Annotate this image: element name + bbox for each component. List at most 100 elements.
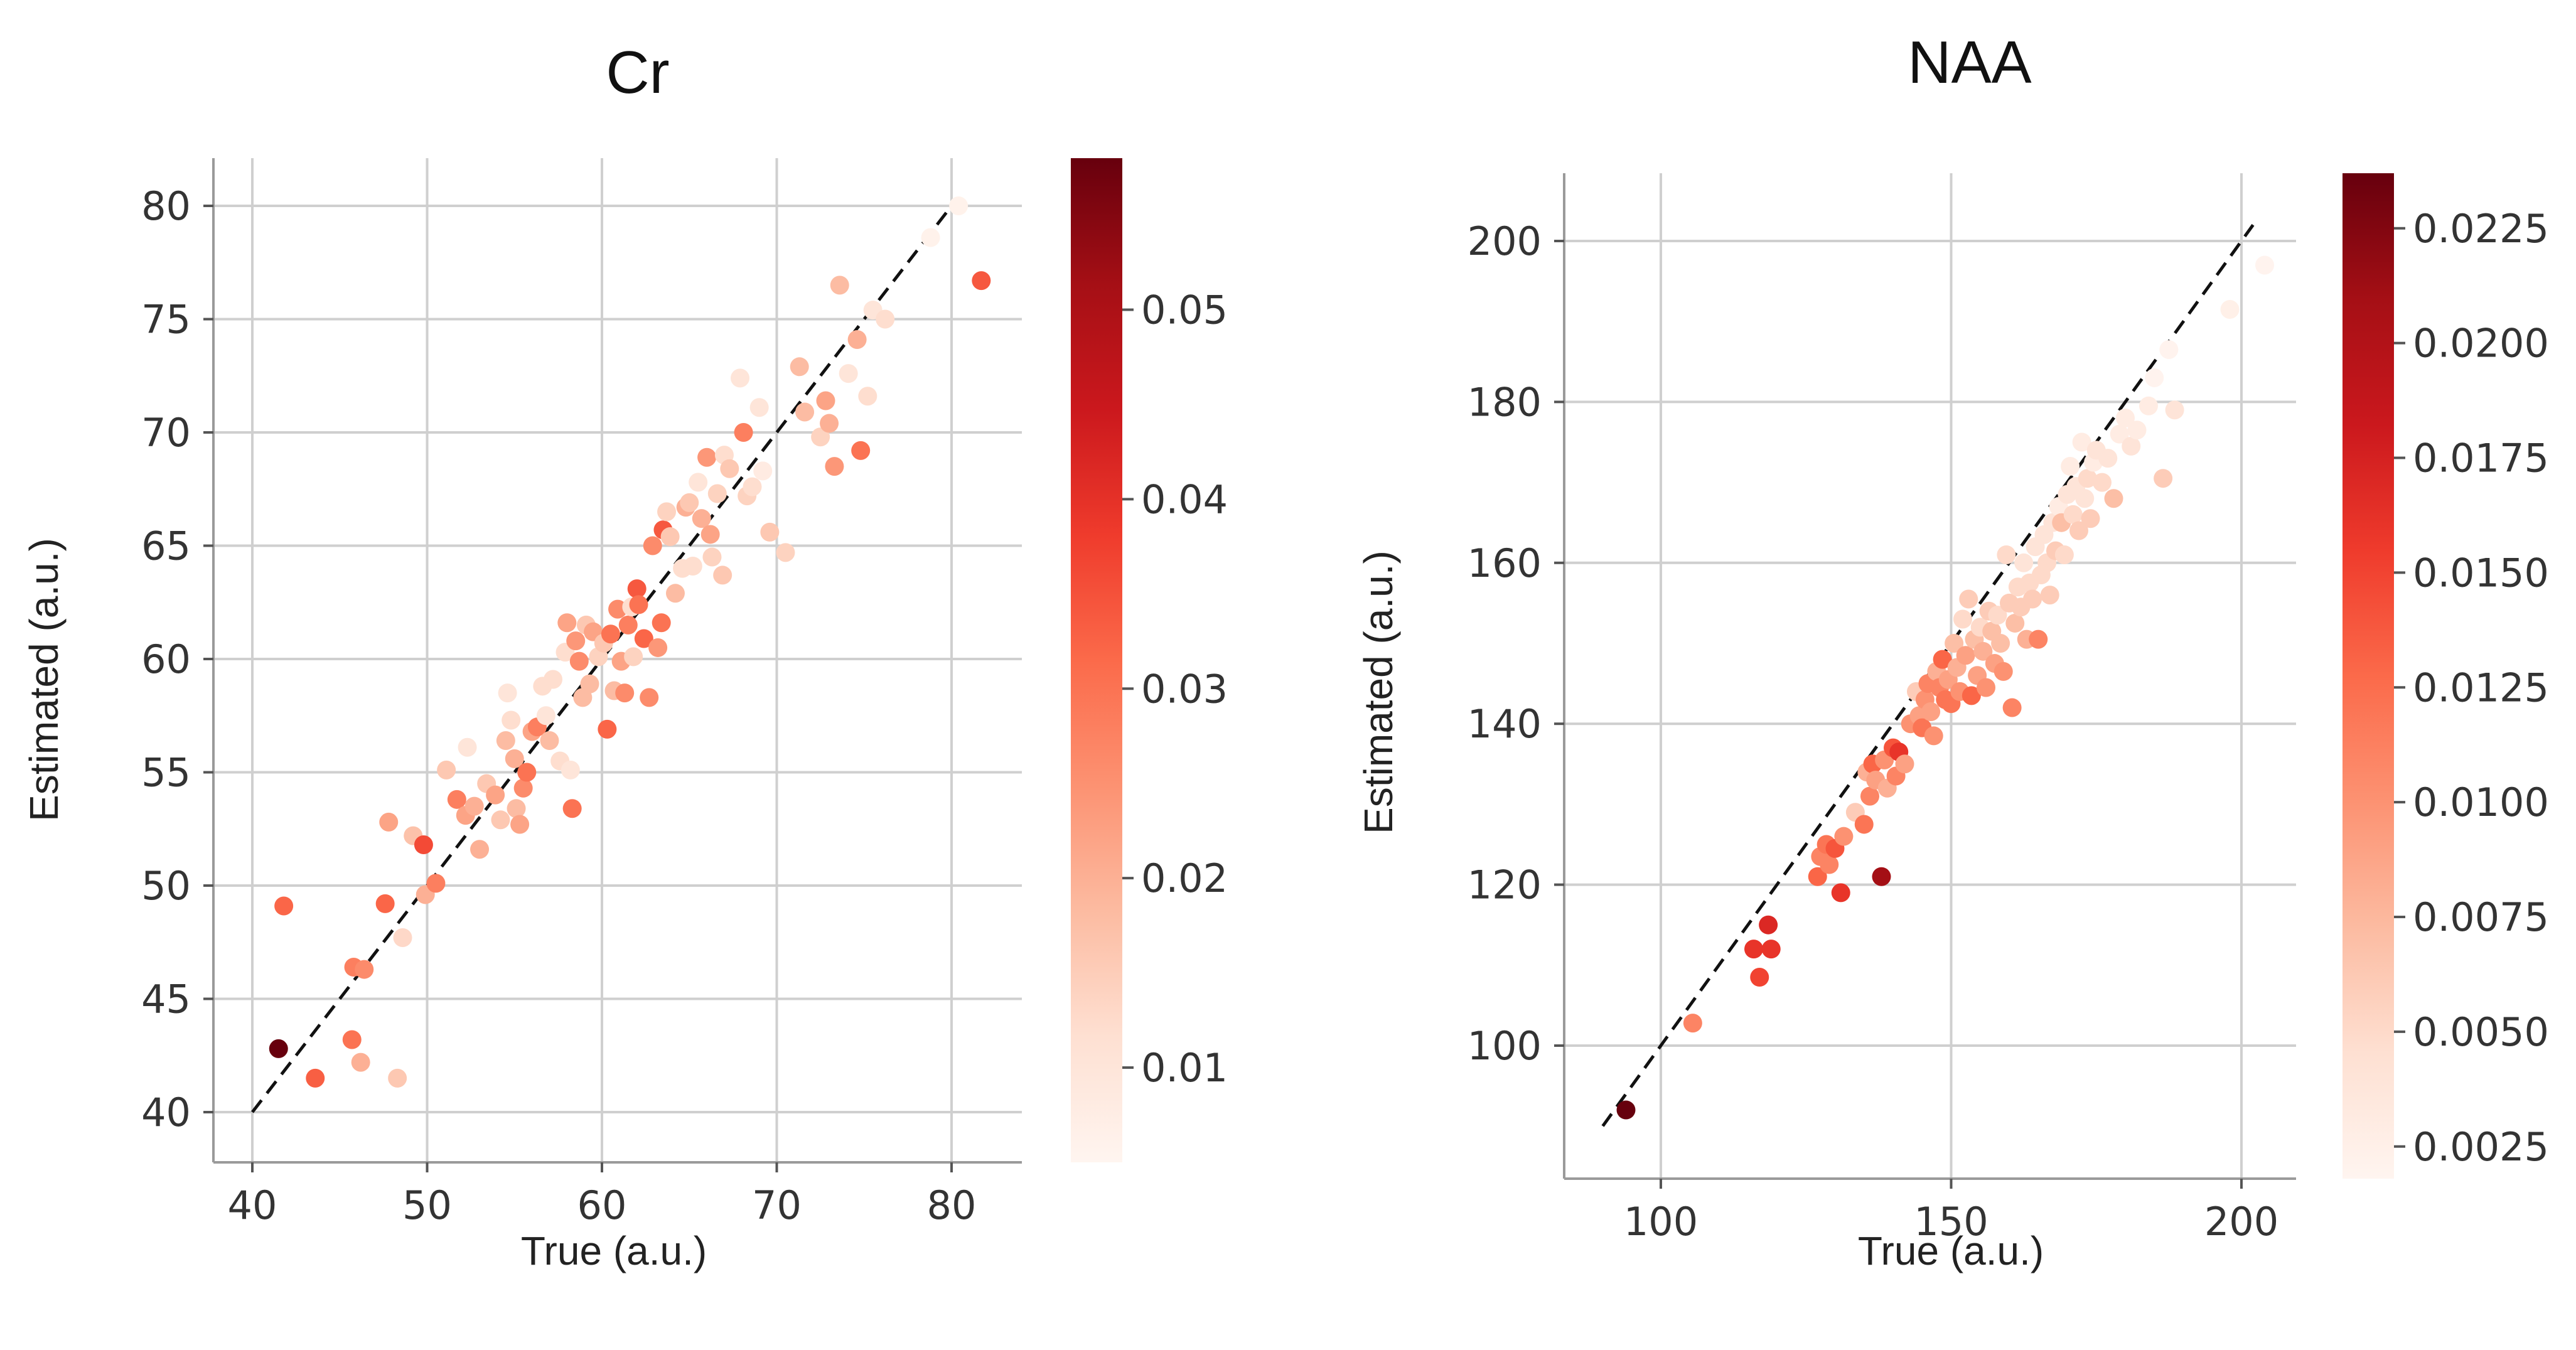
cr-x-tick-label: 80 xyxy=(927,1182,977,1228)
naa-data-point xyxy=(2054,545,2074,564)
cr-data-point xyxy=(720,459,739,478)
naa-colorbar-tick-label: 0.0075 xyxy=(2413,894,2549,940)
cr-data-point xyxy=(830,276,849,295)
cr-colorbar-tick-label: 0.01 xyxy=(1141,1045,1228,1091)
cr-data-point xyxy=(820,414,839,433)
cr-data-point xyxy=(776,543,795,562)
naa-data-point xyxy=(2075,489,2095,508)
cr-data-point xyxy=(580,674,599,694)
naa-data-point xyxy=(2122,436,2141,456)
naa-x-axis-label: True (a.u.) xyxy=(1858,1228,2044,1273)
cr-colorbar xyxy=(1071,158,1122,1162)
cr-colorbar-tick-label: 0.04 xyxy=(1141,476,1228,522)
cr-data-point xyxy=(393,928,412,948)
cr-y-tick-label: 55 xyxy=(141,750,191,796)
cr-data-point xyxy=(351,1053,370,1072)
cr-data-point xyxy=(749,398,769,417)
naa-data-point xyxy=(2139,396,2158,415)
naa-data-point xyxy=(2116,409,2135,428)
cr-data-point xyxy=(502,710,521,730)
naa-x-tick-label: 150 xyxy=(1914,1199,1988,1245)
naa-data-point xyxy=(2165,400,2184,420)
naa-data-point xyxy=(1933,650,1952,669)
cr-colorbar-tick-label: 0.02 xyxy=(1141,855,1228,901)
cr-data-point xyxy=(760,522,780,542)
naa-data-point xyxy=(2220,299,2240,319)
cr-data-point xyxy=(375,894,395,913)
cr-data-point xyxy=(458,737,477,757)
cr-data-point xyxy=(544,670,563,689)
naa-y-axis-label: Estimated (a.u.) xyxy=(1356,550,1401,834)
naa-data-point xyxy=(2002,698,2022,717)
naa-y-tick-label: 180 xyxy=(1468,379,1542,425)
naa-data-point xyxy=(2063,505,2083,524)
cr-colorbar-ticks: 0.01 0.02 0.03 0.04 0.05 xyxy=(1122,287,1228,1091)
naa-data-point xyxy=(1973,641,1993,661)
cr-data-point xyxy=(510,815,530,834)
naa-data-point xyxy=(1860,786,1879,806)
naa-data-point xyxy=(1616,1100,1636,1120)
cr-colorbar-tick-label: 0.05 xyxy=(1141,287,1228,333)
naa-data-point xyxy=(2255,255,2274,275)
naa-data-point xyxy=(1959,589,1978,609)
naa-data-point xyxy=(2078,469,2097,488)
cr-data-point xyxy=(464,796,484,816)
naa-title: NAA xyxy=(1908,29,2031,96)
cr-data-point xyxy=(355,960,374,979)
naa-x-ticks: 100 150 200 xyxy=(1624,1179,2278,1245)
cr-data-point xyxy=(743,477,762,496)
cr-y-ticks: 40 45 50 55 60 65 70 75 80 xyxy=(141,183,213,1135)
naa-data-point xyxy=(2127,421,2147,440)
cr-data-point xyxy=(470,840,490,859)
cr-data-point xyxy=(342,1030,362,1049)
naa-data-point xyxy=(2098,449,2118,468)
cr-data-point xyxy=(601,624,620,644)
naa-colorbar-ticks: 0.0025 0.0050 0.0075 0.0100 0.0125 0.0150 0.01… xyxy=(2394,206,2549,1170)
naa-data-point xyxy=(2014,553,2034,572)
cr-data-point xyxy=(665,584,685,603)
naa-data-point xyxy=(2069,521,2088,540)
cr-data-point xyxy=(734,423,753,442)
cr-x-tick-label: 40 xyxy=(228,1182,277,1228)
cr-data-point xyxy=(660,527,680,547)
cr-data-point xyxy=(825,457,844,476)
naa-spines xyxy=(1563,173,2296,1180)
naa-data-point xyxy=(1759,915,1778,935)
naa-data-point xyxy=(2029,629,2048,649)
cr-data-point xyxy=(598,719,617,739)
naa-data-point xyxy=(1962,686,1981,705)
cr-data-point xyxy=(437,760,456,779)
cr-data-point xyxy=(689,473,708,492)
cr-data-point xyxy=(557,613,577,633)
cr-data-point xyxy=(447,790,466,809)
cr-data-point xyxy=(648,638,668,657)
cr-data-point xyxy=(851,441,871,460)
cr-data-point xyxy=(496,731,515,750)
cr-x-tick-label: 70 xyxy=(752,1182,802,1228)
naa-y-tick-label: 120 xyxy=(1468,862,1542,908)
naa-data-point xyxy=(1945,634,1964,653)
cr-data-point xyxy=(513,778,533,798)
naa-data-point xyxy=(1820,855,1839,874)
naa-data-point xyxy=(1994,662,2013,681)
naa-y-ticks: 100 120 140 160 180 200 xyxy=(1468,218,1564,1069)
naa-data-point xyxy=(1988,606,2007,625)
cr-data-point xyxy=(731,368,750,388)
cr-data-point xyxy=(269,1039,288,1058)
naa-data-point xyxy=(2104,489,2123,508)
cr-data-point xyxy=(388,1068,407,1088)
cr-data-point xyxy=(921,228,940,247)
cr-data-point xyxy=(608,599,628,619)
cr-data-point xyxy=(972,271,991,291)
naa-data-point xyxy=(2072,432,2091,452)
cr-data-point xyxy=(491,810,510,830)
naa-data-point xyxy=(1895,754,1914,774)
cr-data-point xyxy=(426,874,446,893)
cr-y-tick-label: 60 xyxy=(141,636,191,682)
cr-y-axis-label: Estimated (a.u.) xyxy=(21,538,67,822)
cr-data-point xyxy=(713,565,733,585)
cr-data-point xyxy=(517,763,537,782)
naa-data-point xyxy=(1750,968,1769,987)
cr-data-point xyxy=(624,647,643,667)
